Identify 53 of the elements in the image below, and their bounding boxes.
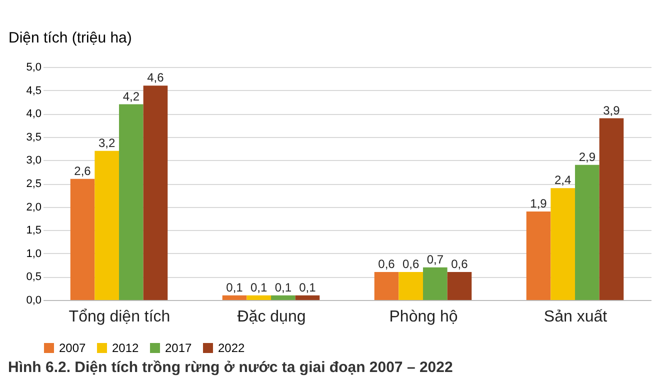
y-tick-label: 2,0 (26, 201, 42, 214)
data-label: 0,6 (378, 257, 396, 272)
y-tick-label: 1,5 (26, 224, 42, 237)
y-tick-label: 4,5 (26, 84, 42, 97)
y-tick-label: 1,0 (26, 248, 42, 260)
x-tick-label: Sản xuất (544, 308, 608, 326)
y-tick-label: 3,0 (26, 154, 42, 167)
data-label: 0,1 (274, 280, 292, 294)
data-label: 2,9 (578, 150, 596, 164)
legend-label: 2012 (112, 341, 140, 355)
data-label: 0,6 (451, 257, 468, 272)
bar (143, 86, 168, 300)
data-label: 3,9 (603, 103, 620, 118)
bar (398, 272, 423, 300)
y-tick-label: 0,0 (26, 294, 42, 306)
data-label: 4,6 (147, 70, 164, 85)
data-label: 0,6 (402, 257, 420, 272)
bar (526, 211, 551, 300)
y-tick-label: 0,5 (26, 271, 42, 284)
bar (222, 295, 247, 300)
bar (119, 104, 144, 300)
bar (423, 267, 448, 300)
y-tick-label: 3,5 (26, 131, 42, 144)
legend-label: 2017 (165, 341, 192, 355)
legend-label: 2007 (59, 341, 86, 355)
bar (599, 118, 624, 300)
bar (70, 178, 95, 300)
legend-label: 2022 (218, 341, 246, 355)
data-label: 2,6 (74, 164, 92, 178)
bar (575, 164, 600, 300)
bar (374, 272, 399, 300)
bar (246, 295, 271, 300)
y-tick-label: 4,0 (26, 108, 42, 120)
x-tick-label: Tổng diện tích (68, 308, 170, 326)
data-label: 3,2 (98, 136, 116, 150)
data-label: 1,9 (530, 196, 548, 210)
bar (295, 295, 320, 300)
bar (94, 150, 119, 300)
data-label: 0,1 (250, 280, 268, 294)
data-label: 0,1 (299, 280, 316, 294)
x-tick-label: Phòng hộ (389, 308, 458, 326)
bar (550, 188, 575, 300)
y-tick-label: 2,5 (26, 178, 42, 190)
text: Hình 6.2. Diện tích trồng rừng ở nước ta giai đoạn 2007 – 2022 (8, 359, 453, 376)
bar (447, 272, 472, 300)
x-tick-label: Đặc dụng (237, 308, 306, 326)
data-label: 0,1 (226, 280, 244, 294)
data-label: 0,7 (426, 252, 444, 266)
bar (271, 295, 296, 300)
y-tick-label: 5,0 (26, 62, 42, 74)
data-label: 4,2 (122, 89, 140, 104)
y-axis-title: Diện tích (triệu ha) (8, 30, 132, 46)
data-label: 2,4 (554, 173, 572, 188)
